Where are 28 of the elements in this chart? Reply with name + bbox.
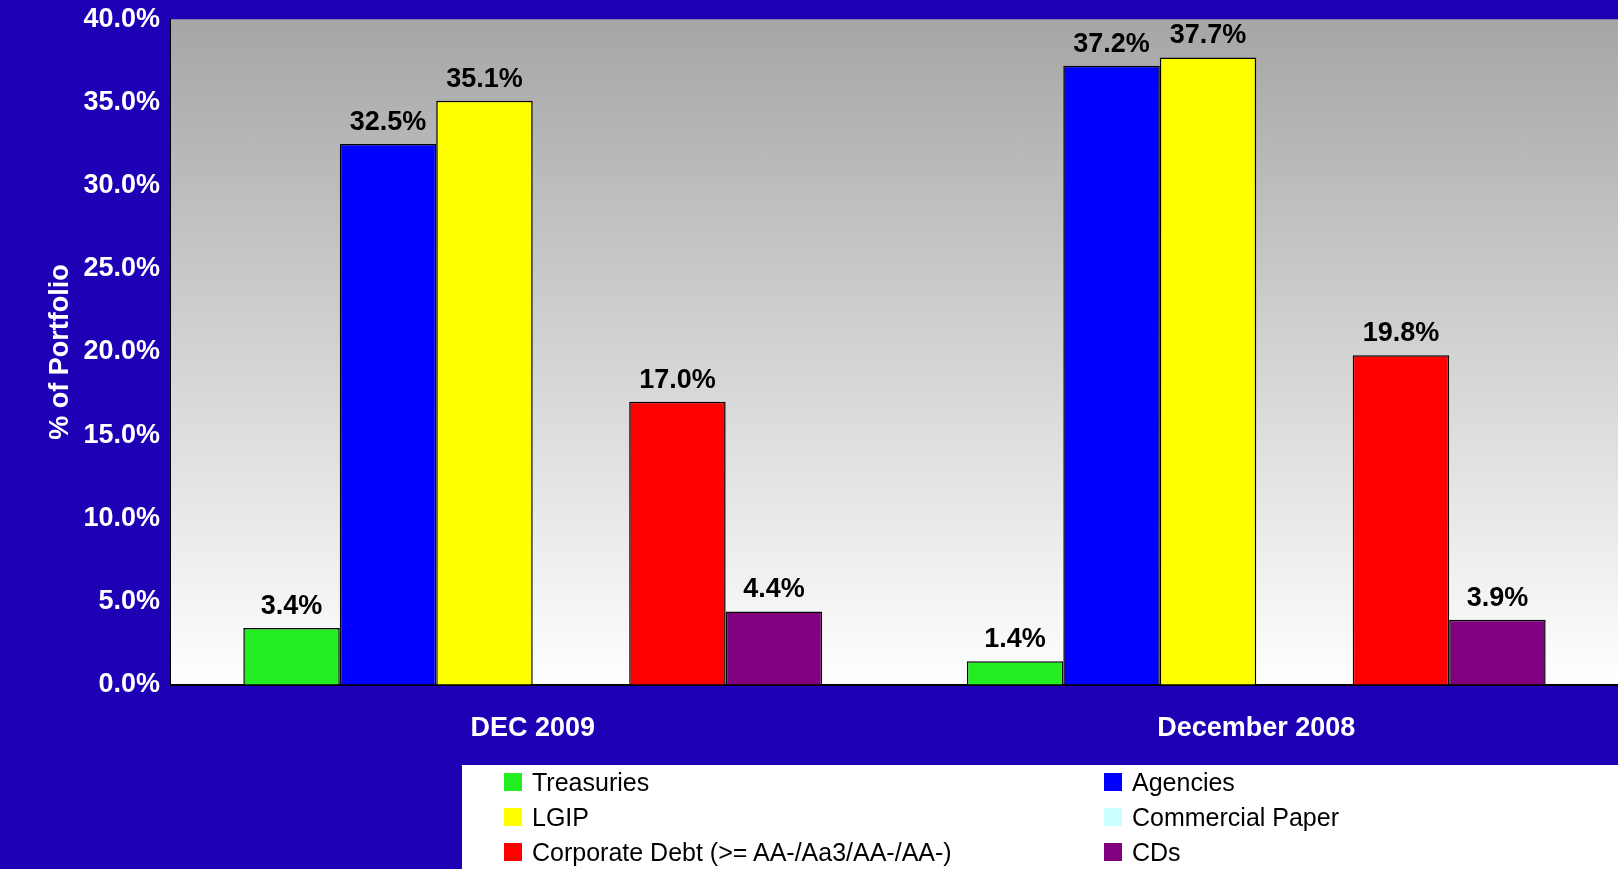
data-label: 4.4% xyxy=(743,573,805,604)
y-tick-label: 30.0% xyxy=(83,169,160,199)
data-label: 3.4% xyxy=(260,589,323,620)
data-label: 35.1% xyxy=(446,62,523,93)
y-tick-label: 0.0% xyxy=(98,668,160,699)
data-label: 37.2% xyxy=(1073,27,1150,58)
data-label: 3.9% xyxy=(1466,581,1529,612)
data-label: 32.5% xyxy=(349,105,427,136)
y-tick-label: 10.0% xyxy=(83,501,160,532)
y-tick-label: 35.0% xyxy=(83,85,160,116)
x-tick-label: December 2008 xyxy=(1157,712,1356,743)
data-label: 1.4% xyxy=(984,623,1046,654)
legend-label: Commercial Paper xyxy=(1132,802,1340,832)
legend-label: Agencies xyxy=(1132,767,1235,797)
y-axis-title: % of Portfolio xyxy=(43,264,74,440)
legend-label: Treasuries xyxy=(532,767,650,797)
legend-label: CDs xyxy=(1132,837,1181,867)
y-tick-label: 40.0% xyxy=(83,2,160,33)
legend-label: Corporate Debt (>= AA-/Aa3/AA-/AA-) xyxy=(532,837,952,867)
data-label: 37.7% xyxy=(1169,19,1247,50)
legend-label: LGIP xyxy=(532,802,589,832)
data-label: 19.8% xyxy=(1362,317,1440,348)
y-tick-label: 15.0% xyxy=(83,418,160,449)
x-tick-label: DEC 2009 xyxy=(470,712,596,743)
y-tick-label: 5.0% xyxy=(98,584,160,615)
data-label: 17.0% xyxy=(639,363,716,394)
y-tick-label: 25.0% xyxy=(83,252,160,283)
y-tick-label: 20.0% xyxy=(83,335,160,366)
